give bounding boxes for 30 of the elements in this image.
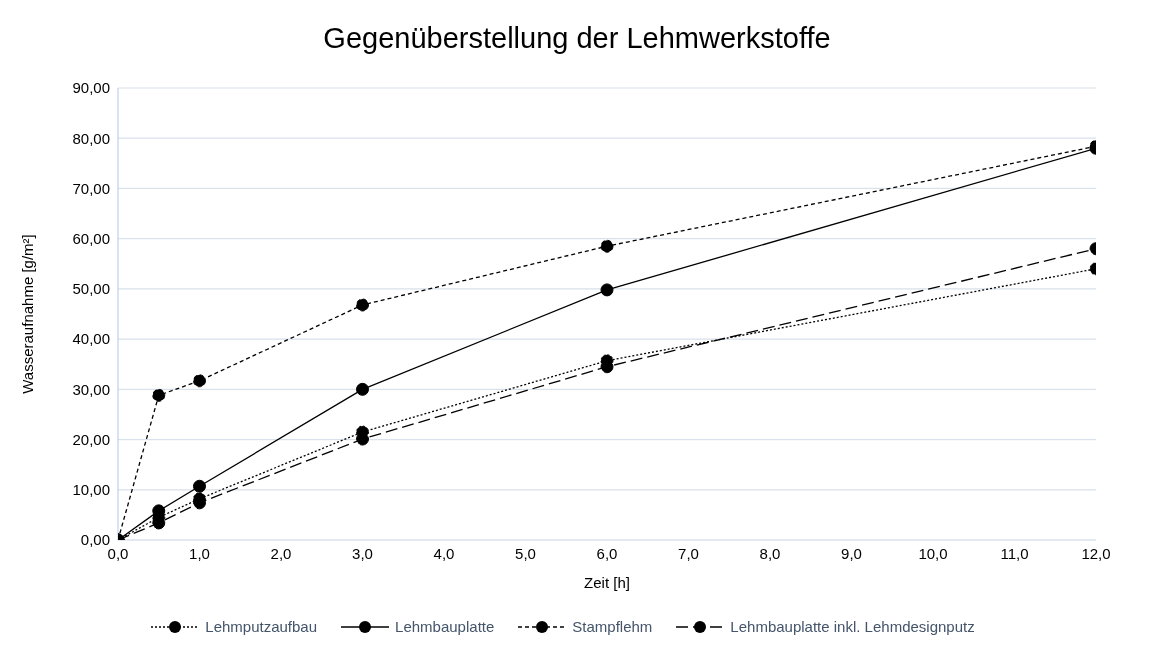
y-tick-label: 40,00 bbox=[72, 330, 110, 348]
x-tick-label: 3,0 bbox=[352, 544, 373, 562]
x-tick-label: 8,0 bbox=[759, 544, 781, 562]
x-tick-label: 10,0 bbox=[918, 544, 948, 562]
y-axis-title: Wasseraufnahme [g/m²] bbox=[19, 234, 37, 394]
x-tick-label: 0,0 bbox=[107, 544, 129, 562]
y-tick-label: 70,00 bbox=[72, 179, 110, 197]
x-tick-label: 1,0 bbox=[189, 544, 210, 562]
y-tick-label: 50,00 bbox=[72, 280, 110, 298]
x-tick-label: 9,0 bbox=[841, 544, 862, 562]
x-tick-label: 11,0 bbox=[1000, 544, 1029, 562]
x-tick-label: 12,0 bbox=[1081, 544, 1111, 562]
x-tick-label: 5,0 bbox=[515, 544, 536, 562]
legend-label: Stampflehm bbox=[572, 618, 653, 635]
y-tick-label: 90,00 bbox=[72, 79, 110, 97]
x-tick-label: 2,0 bbox=[270, 544, 292, 562]
x-tick-label: 4,0 bbox=[433, 544, 455, 562]
legend-label: Lehmbauplatte bbox=[395, 618, 495, 635]
y-tick-label: 10,00 bbox=[72, 481, 110, 499]
legend-label: Lehmbauplatte inkl. Lehmdesignputz bbox=[730, 618, 975, 635]
x-axis-title: Zeit [h] bbox=[584, 574, 630, 591]
y-tick-label: 20,00 bbox=[72, 430, 110, 448]
x-tick-label: 7,0 bbox=[678, 544, 699, 562]
x-tick-label: 6,0 bbox=[596, 544, 618, 562]
y-tick-label: 30,00 bbox=[72, 380, 110, 398]
chart-title: Gegenüberstellung der Lehmwerkstoffe bbox=[322, 21, 832, 56]
y-tick-label: 60,00 bbox=[72, 229, 110, 247]
y-tick-label: 80,00 bbox=[72, 129, 110, 147]
y-tick-label: 0,00 bbox=[80, 531, 110, 549]
legend-label: Lehmputzaufbau bbox=[205, 618, 318, 635]
